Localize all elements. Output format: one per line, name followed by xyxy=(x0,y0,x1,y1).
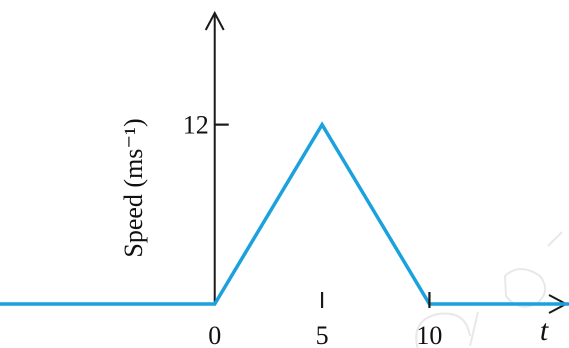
y-axis-arrowhead xyxy=(204,10,225,31)
y-axis-label: Speed (ms⁻¹) xyxy=(119,118,148,257)
watermark xyxy=(415,231,563,348)
x-tick-label: 5 xyxy=(316,321,329,348)
x-axis-label: t xyxy=(540,314,549,347)
series-line xyxy=(0,121,569,306)
x-tick-label: 0 xyxy=(208,321,221,348)
axes xyxy=(204,10,569,314)
y-tick-label: 12 xyxy=(183,111,209,140)
x-tick-label: 10 xyxy=(416,321,442,348)
ticks-layer: 0 5 10 12 xyxy=(183,111,443,348)
series-layer xyxy=(0,121,569,306)
